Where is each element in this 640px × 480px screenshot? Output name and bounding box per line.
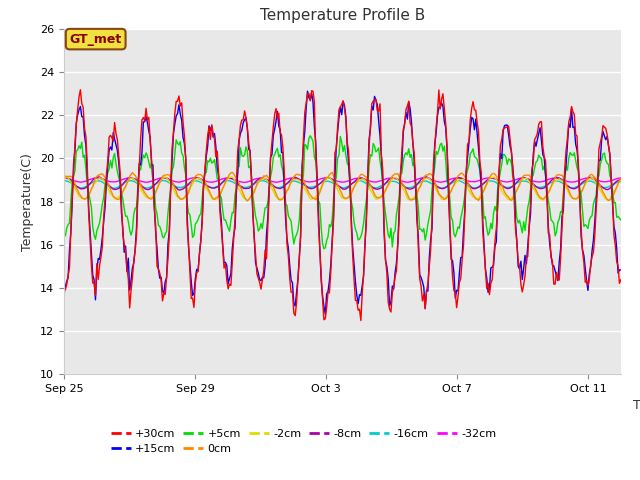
-32cm <box>617 175 625 181</box>
-16cm <box>355 178 362 183</box>
Legend: +30cm, +15cm, +5cm, 0cm, -2cm, -8cm, -16cm, -32cm: +30cm, +15cm, +5cm, 0cm, -2cm, -8cm, -16… <box>106 424 500 459</box>
+15cm <box>454 288 462 294</box>
-8cm <box>60 175 68 180</box>
+5cm <box>227 217 235 223</box>
+30cm <box>60 285 68 291</box>
+5cm <box>307 133 314 139</box>
-32cm <box>454 175 462 181</box>
0cm <box>454 173 462 179</box>
0cm <box>617 176 625 181</box>
+15cm <box>246 147 254 153</box>
-8cm <box>470 186 478 192</box>
-32cm <box>470 179 478 184</box>
Text: GT_met: GT_met <box>70 33 122 46</box>
Title: Temperature Profile B: Temperature Profile B <box>260 9 425 24</box>
-16cm <box>454 178 462 183</box>
Line: -16cm: -16cm <box>64 180 621 188</box>
+30cm <box>454 294 462 300</box>
-2cm <box>564 188 572 193</box>
-32cm <box>242 180 250 185</box>
0cm <box>228 169 236 175</box>
-16cm <box>111 185 118 191</box>
-2cm <box>469 194 477 200</box>
+15cm <box>60 292 68 298</box>
-2cm <box>228 174 236 180</box>
Line: +30cm: +30cm <box>64 90 621 321</box>
-32cm <box>227 176 235 181</box>
-8cm <box>228 176 236 181</box>
0cm <box>227 170 235 176</box>
-16cm <box>248 183 255 189</box>
-16cm <box>617 179 625 185</box>
-8cm <box>248 183 255 189</box>
-8cm <box>371 186 378 192</box>
+30cm <box>564 135 572 141</box>
-2cm <box>60 177 68 182</box>
-32cm <box>421 175 429 180</box>
+15cm <box>617 267 625 273</box>
+15cm <box>372 97 380 103</box>
X-axis label: Time: Time <box>633 398 640 411</box>
-16cm <box>60 178 68 184</box>
-2cm <box>248 192 255 197</box>
-8cm <box>564 182 572 188</box>
0cm <box>243 198 251 204</box>
0cm <box>249 192 257 197</box>
-2cm <box>63 174 70 180</box>
+15cm <box>303 88 311 94</box>
Line: -32cm: -32cm <box>64 178 621 182</box>
-16cm <box>470 185 478 191</box>
Line: 0cm: 0cm <box>64 172 621 201</box>
Y-axis label: Temperature(C): Temperature(C) <box>22 153 35 251</box>
+5cm <box>320 246 328 252</box>
+15cm <box>564 141 572 146</box>
+5cm <box>617 217 625 223</box>
-2cm <box>452 179 460 185</box>
+30cm <box>248 174 255 180</box>
+30cm <box>470 107 478 113</box>
Line: +15cm: +15cm <box>64 91 621 314</box>
+5cm <box>246 163 254 169</box>
Line: +5cm: +5cm <box>64 136 621 249</box>
+15cm <box>470 127 478 132</box>
0cm <box>60 173 68 179</box>
+30cm <box>77 87 84 93</box>
-2cm <box>539 197 547 203</box>
0cm <box>564 185 572 191</box>
0cm <box>470 194 478 200</box>
+30cm <box>372 96 380 102</box>
Line: -8cm: -8cm <box>64 177 621 190</box>
+30cm <box>617 277 625 283</box>
+30cm <box>357 318 365 324</box>
+30cm <box>228 259 236 265</box>
+15cm <box>321 311 329 317</box>
+5cm <box>372 149 380 155</box>
Line: -2cm: -2cm <box>64 177 621 200</box>
+5cm <box>60 231 68 237</box>
-8cm <box>422 174 430 180</box>
-32cm <box>564 179 572 184</box>
-32cm <box>371 179 378 185</box>
-2cm <box>617 177 625 183</box>
-2cm <box>371 194 378 200</box>
-16cm <box>228 179 236 185</box>
+5cm <box>564 168 572 173</box>
-8cm <box>175 187 183 193</box>
+5cm <box>454 224 462 230</box>
-32cm <box>60 175 68 181</box>
+15cm <box>227 271 235 276</box>
0cm <box>372 193 380 199</box>
-32cm <box>248 178 255 183</box>
+5cm <box>470 154 478 159</box>
-8cm <box>617 177 625 182</box>
-8cm <box>454 175 462 180</box>
-16cm <box>372 185 380 191</box>
-16cm <box>564 183 572 189</box>
